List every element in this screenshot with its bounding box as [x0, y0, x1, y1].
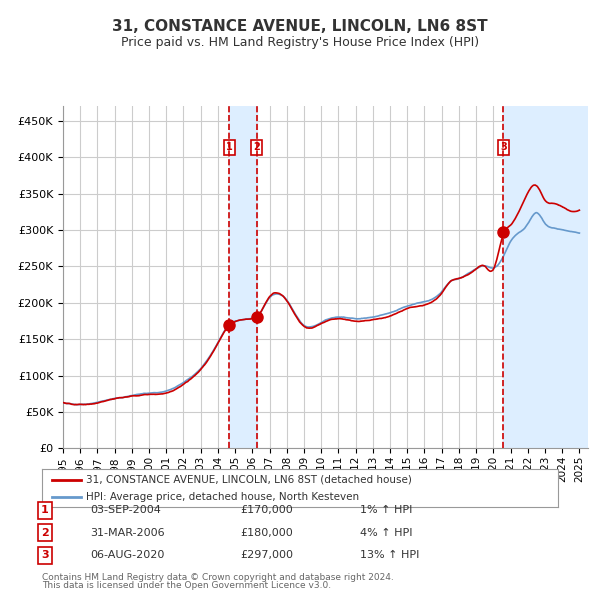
Text: This data is licensed under the Open Government Licence v3.0.: This data is licensed under the Open Gov… — [42, 581, 331, 590]
Text: 31, CONSTANCE AVENUE, LINCOLN, LN6 8ST: 31, CONSTANCE AVENUE, LINCOLN, LN6 8ST — [112, 19, 488, 34]
Text: 3: 3 — [41, 550, 49, 560]
Text: £170,000: £170,000 — [240, 506, 293, 515]
Text: 13% ↑ HPI: 13% ↑ HPI — [360, 550, 419, 560]
Text: 2: 2 — [41, 528, 49, 537]
Text: Contains HM Land Registry data © Crown copyright and database right 2024.: Contains HM Land Registry data © Crown c… — [42, 572, 394, 582]
Text: £297,000: £297,000 — [240, 550, 293, 560]
Text: 1: 1 — [41, 506, 49, 515]
Text: 06-AUG-2020: 06-AUG-2020 — [90, 550, 164, 560]
Text: 31, CONSTANCE AVENUE, LINCOLN, LN6 8ST (detached house): 31, CONSTANCE AVENUE, LINCOLN, LN6 8ST (… — [86, 475, 412, 485]
Text: £180,000: £180,000 — [240, 528, 293, 537]
Text: 03-SEP-2004: 03-SEP-2004 — [90, 506, 161, 515]
Text: 3: 3 — [500, 142, 507, 152]
Text: 4% ↑ HPI: 4% ↑ HPI — [360, 528, 413, 537]
Text: 2: 2 — [253, 142, 260, 152]
Text: Price paid vs. HM Land Registry's House Price Index (HPI): Price paid vs. HM Land Registry's House … — [121, 36, 479, 49]
Text: 31-MAR-2006: 31-MAR-2006 — [90, 528, 164, 537]
Bar — [229, 106, 257, 448]
Text: 1: 1 — [226, 142, 233, 152]
Bar — [503, 106, 588, 448]
Text: HPI: Average price, detached house, North Kesteven: HPI: Average price, detached house, Nort… — [86, 491, 359, 502]
Text: 1% ↑ HPI: 1% ↑ HPI — [360, 506, 412, 515]
